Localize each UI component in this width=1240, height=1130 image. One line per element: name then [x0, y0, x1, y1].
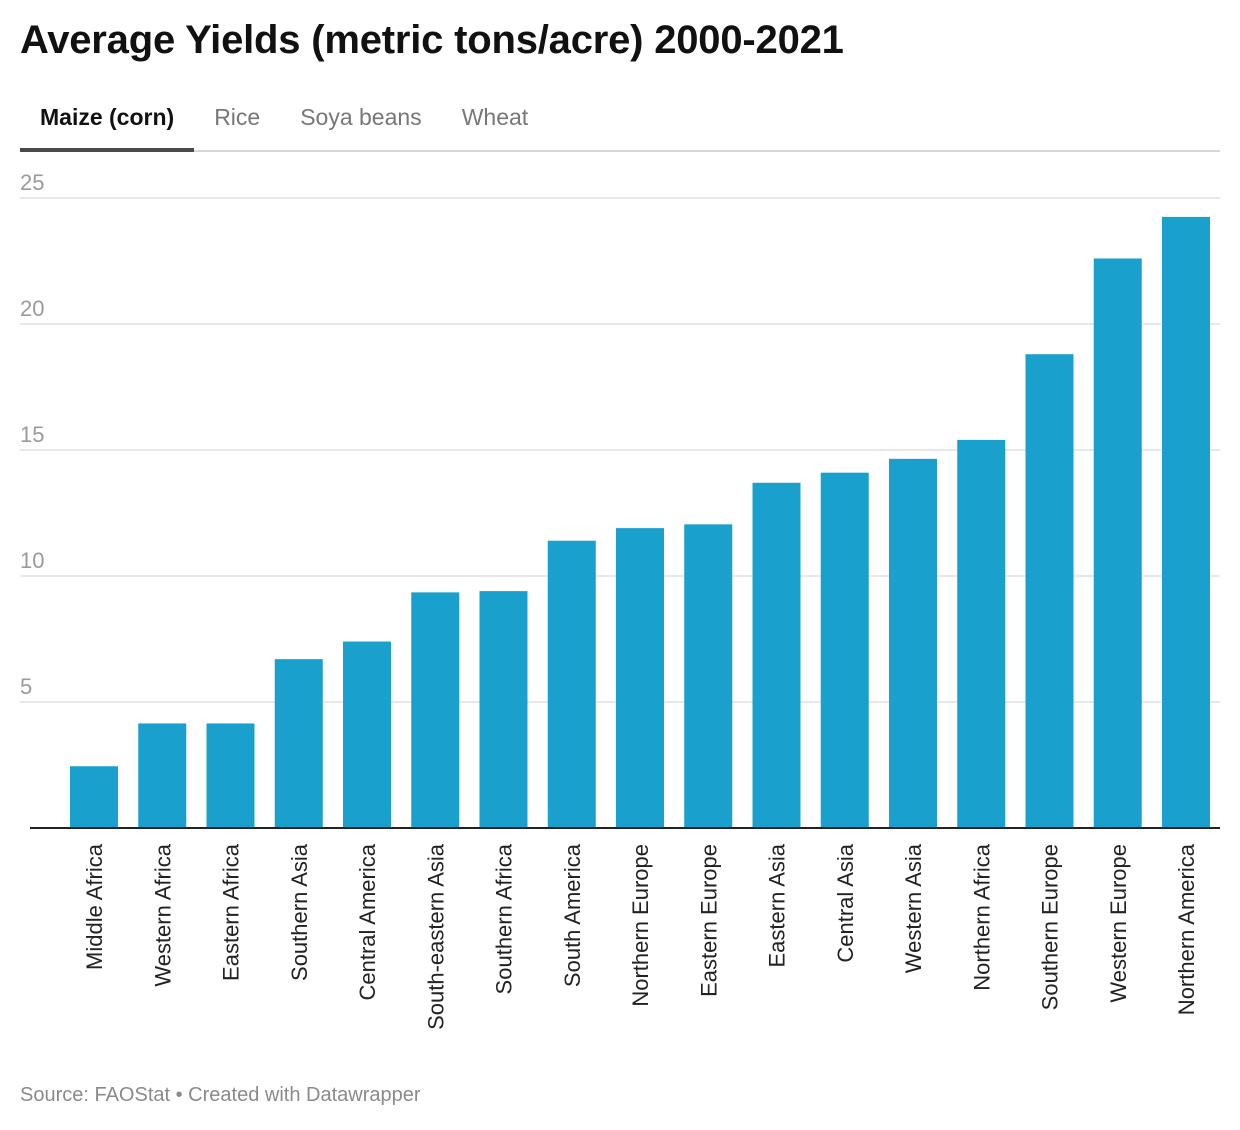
x-tick-label: Western Europe	[1106, 844, 1131, 1003]
tab-soya-beans[interactable]: Soya beans	[300, 104, 422, 130]
x-tick-label: Western Asia	[901, 843, 926, 973]
x-tick-label: Eastern Africa	[219, 843, 244, 981]
bar	[70, 766, 118, 828]
x-tick-label: Eastern Europe	[696, 844, 721, 997]
bar	[138, 723, 187, 828]
bar	[889, 458, 937, 828]
bar	[206, 723, 255, 828]
y-tick-label: 10	[20, 548, 44, 573]
bar	[274, 659, 323, 828]
x-tick-label: Eastern Asia	[765, 843, 790, 967]
x-tick-label: South America	[560, 843, 585, 987]
bar	[752, 482, 801, 828]
tab-maize[interactable]: Maize (corn)	[20, 94, 195, 152]
bar	[616, 528, 664, 828]
y-tick-label: 15	[20, 422, 44, 447]
x-tick-label: Southern Africa	[492, 843, 517, 994]
x-tick-label: Central Asia	[833, 843, 858, 962]
bar	[820, 472, 869, 828]
chart-title: Average Yields (metric tons/acre) 2000-2…	[20, 18, 844, 62]
x-tick-label: South-eastern Asia	[423, 843, 448, 1030]
x-tick-label: Southern Asia	[287, 843, 312, 981]
bar	[957, 439, 1006, 828]
tab-rice[interactable]: Rice	[214, 104, 261, 130]
bar-chart: 5 10 15 20 25 Middle Africa Western Africa Eas…	[20, 170, 1220, 1030]
x-tick-label: Western Africa	[150, 843, 175, 986]
x-tick-label: Middle Africa	[82, 843, 107, 970]
y-tick-label: 5	[20, 674, 32, 699]
bar	[1093, 258, 1142, 829]
x-tick-label: Northern America	[1174, 843, 1199, 1015]
bar	[684, 524, 733, 828]
x-tick-label: Northern Africa	[969, 843, 994, 990]
source-footer: Source: FAOStat • Created with Datawrapp…	[20, 1084, 421, 1106]
bar	[1162, 216, 1210, 828]
bar	[1025, 354, 1074, 828]
y-tick-label: 20	[20, 296, 44, 321]
x-tick-label: Central America	[355, 843, 380, 1000]
x-tick-label: Northern Europe	[628, 844, 653, 1007]
bar	[479, 591, 528, 828]
crop-tabs: Maize (corn) Rice Soya beans Wheat	[20, 94, 1220, 152]
tab-wheat[interactable]: Wheat	[461, 104, 529, 130]
y-tick-label: 25	[20, 170, 44, 195]
bar	[411, 592, 460, 828]
x-tick-label: Southern Europe	[1038, 844, 1063, 1010]
bar	[343, 641, 391, 828]
bar	[547, 540, 596, 828]
